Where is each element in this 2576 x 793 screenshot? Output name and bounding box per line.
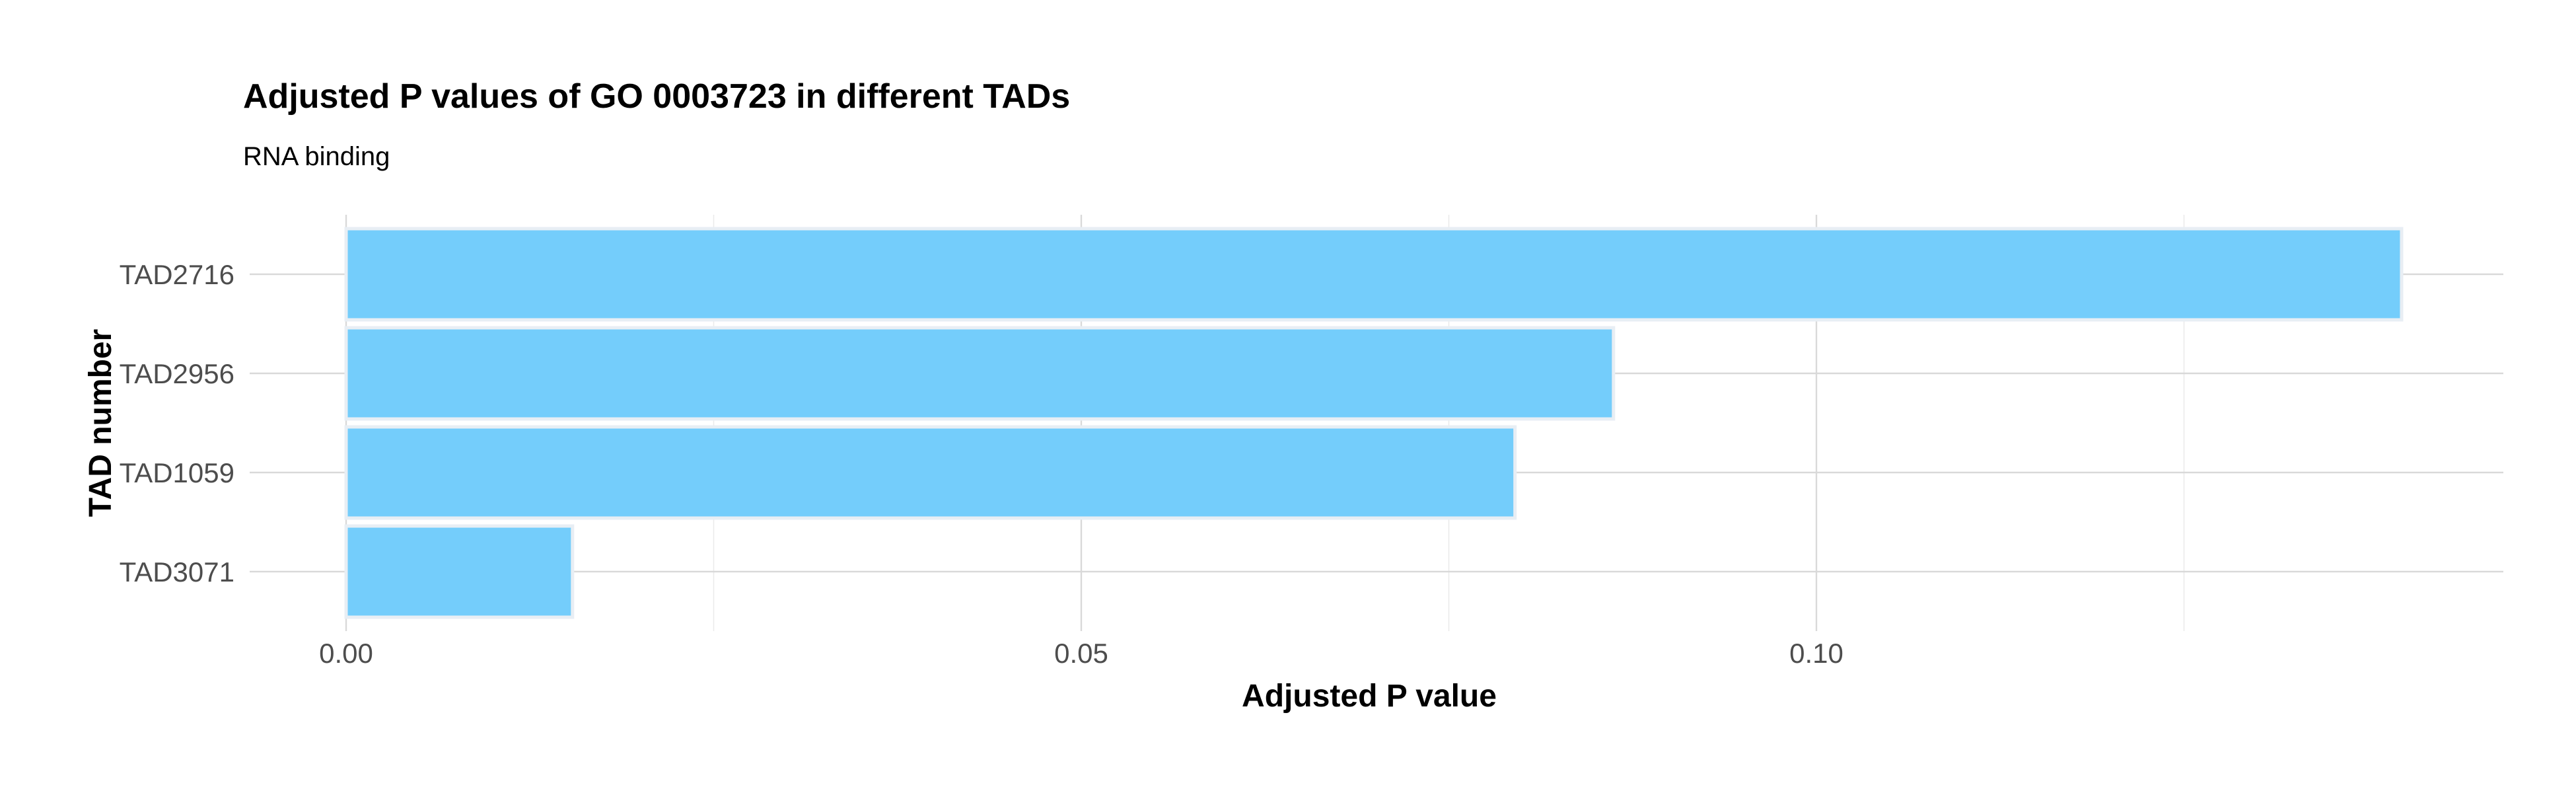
x-tick-label: 0.05 [1054, 638, 1108, 669]
y-tick-label: TAD1059 [120, 457, 234, 488]
y-tick-label: TAD2956 [120, 358, 234, 389]
x-tick-label: 0.10 [1789, 638, 1843, 669]
bar-tad1059[interactable] [344, 425, 1517, 520]
chart-title: Adjusted P values of GO 0003723 in diffe… [243, 77, 1070, 116]
y-axis-title: TAD number [83, 329, 118, 517]
y-tick-label: TAD3071 [120, 556, 234, 587]
x-tick-label: 0.00 [319, 638, 373, 669]
chart-subtitle: RNA binding [243, 142, 390, 171]
bar-tad2716[interactable] [344, 227, 2404, 322]
y-tick-label: TAD2716 [120, 259, 234, 290]
x-axis-title: Adjusted P value [1242, 679, 1497, 714]
x-axis-ticks: 0.00 0.05 0.10 [319, 638, 1843, 669]
y-axis-ticks: TAD2716 TAD2956 TAD1059 TAD3071 [120, 259, 234, 587]
bars [344, 227, 2404, 619]
bar-tad2956[interactable] [344, 326, 1616, 421]
bar-tad3071[interactable] [344, 524, 575, 619]
